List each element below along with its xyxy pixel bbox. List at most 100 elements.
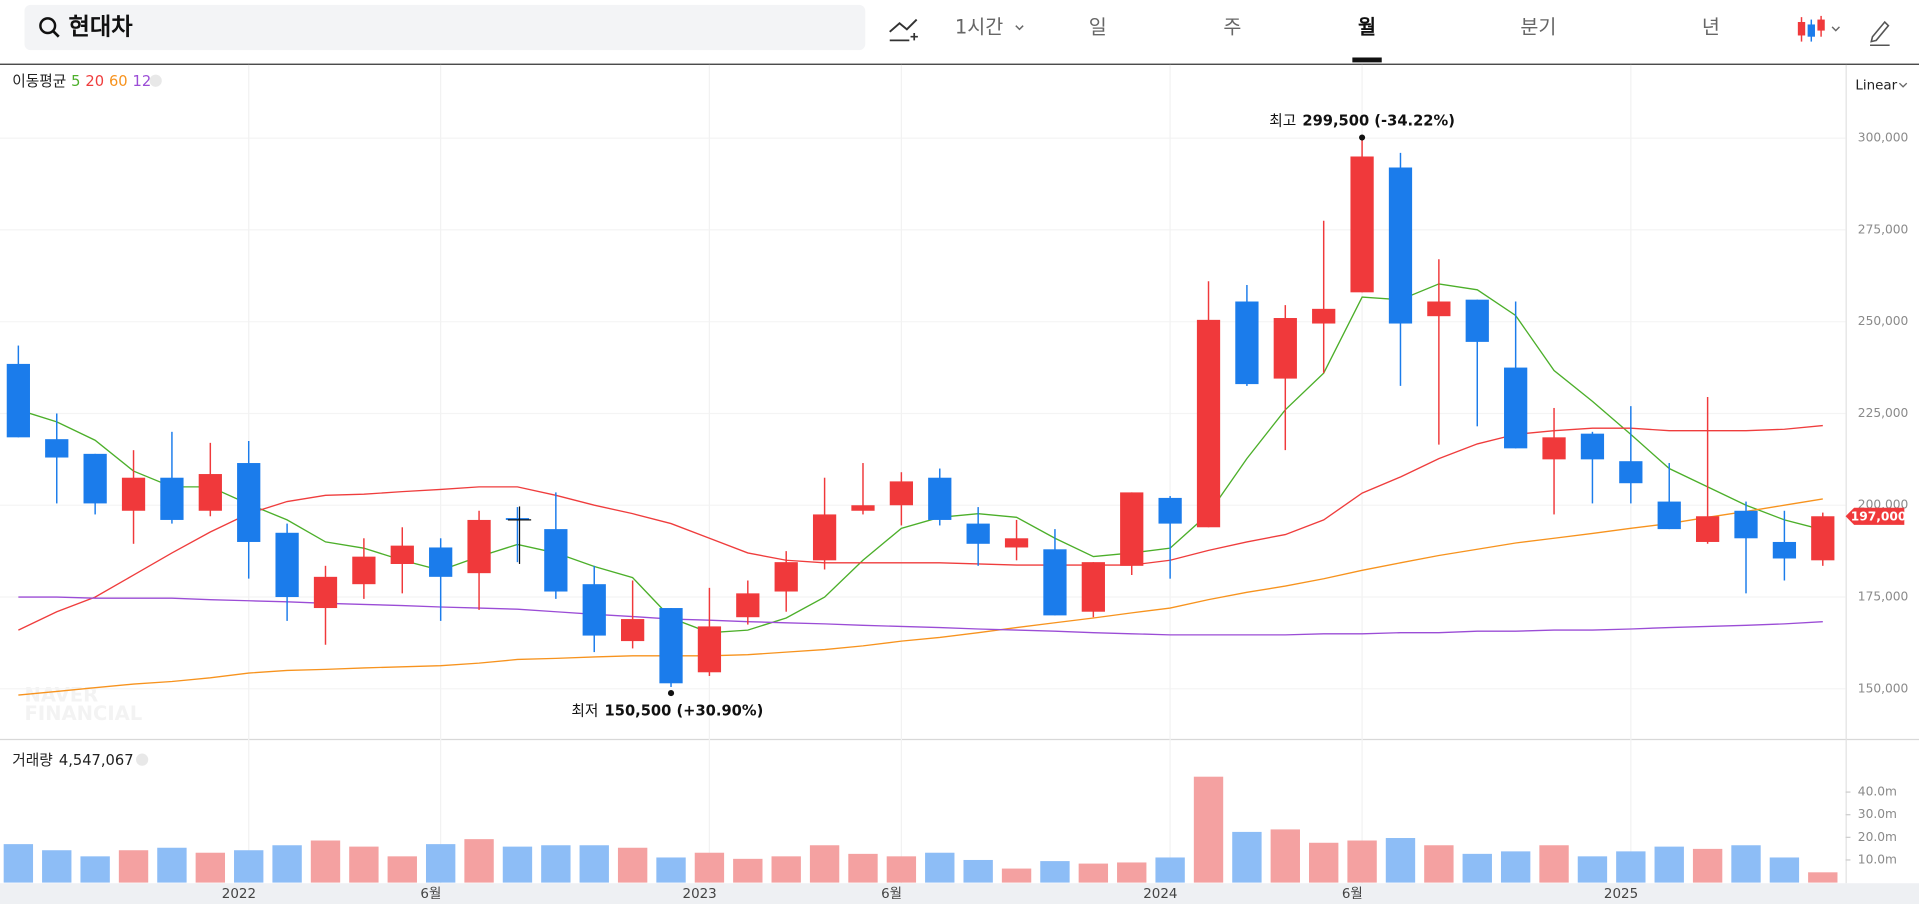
candle-body bbox=[1695, 516, 1720, 542]
volume-bar bbox=[1808, 872, 1838, 883]
scale-mode[interactable]: Linear bbox=[1855, 79, 1897, 94]
y-tick-label: 300,000 bbox=[1858, 131, 1909, 145]
x-axis-band bbox=[0, 883, 1919, 904]
candle-body bbox=[659, 608, 683, 684]
candle-body bbox=[1350, 156, 1374, 293]
draw-icon[interactable] bbox=[1870, 20, 1890, 47]
volume-bar bbox=[733, 858, 763, 883]
y-tick-label: 225,000 bbox=[1858, 406, 1909, 420]
volume-bar bbox=[310, 840, 341, 883]
candle-body bbox=[429, 547, 453, 577]
volume-bar bbox=[771, 856, 801, 883]
ma-legend-item: 5 bbox=[71, 73, 80, 90]
candle-body bbox=[237, 463, 261, 542]
indicator-icon[interactable] bbox=[889, 18, 918, 33]
volume-bar bbox=[809, 845, 840, 883]
volume-bar bbox=[656, 857, 686, 883]
candle-body bbox=[697, 626, 722, 673]
scale-chevron bbox=[1898, 82, 1908, 88]
candle-type-icon[interactable] bbox=[1797, 15, 1840, 42]
x-tick-label: 2023 bbox=[683, 887, 717, 902]
watermark-text: FINANCIAL bbox=[24, 702, 142, 725]
volume-bar bbox=[1347, 840, 1377, 883]
icon-body bbox=[1817, 19, 1825, 31]
volume-bar bbox=[1616, 851, 1646, 883]
volume-bar bbox=[118, 850, 149, 883]
interval-tab[interactable]: 분기 bbox=[1520, 16, 1556, 39]
candle-body bbox=[1427, 301, 1451, 317]
annotation-label: 최고 bbox=[1269, 113, 1296, 130]
candle-body bbox=[198, 474, 222, 511]
ma-legend-item: 20 bbox=[85, 73, 104, 90]
candle-body bbox=[352, 556, 376, 585]
volume-bar bbox=[1193, 776, 1224, 883]
candle-body bbox=[505, 518, 530, 520]
volume-bar bbox=[848, 853, 878, 883]
candle-body bbox=[1504, 367, 1528, 449]
volume-bar bbox=[1385, 838, 1416, 883]
volume-bar bbox=[579, 845, 609, 883]
x-tick-label: 6월 bbox=[420, 886, 441, 902]
volume-bar bbox=[1692, 848, 1723, 883]
volume-bar bbox=[1500, 851, 1531, 883]
low-annotation: 최저 150,500 (+30.90%) bbox=[571, 702, 763, 719]
last-price-label: 197,000 bbox=[1851, 509, 1907, 523]
volume-bar bbox=[617, 847, 648, 883]
volume-tick-label: 10.0m bbox=[1858, 852, 1897, 866]
candle-body bbox=[1273, 318, 1297, 379]
icon-body bbox=[1807, 24, 1815, 37]
candle-body bbox=[160, 477, 184, 520]
annotation-value: 299,500 (-34.22%) bbox=[1302, 113, 1455, 130]
volume-bar bbox=[80, 856, 110, 883]
volume-bar bbox=[694, 852, 725, 883]
candle-body bbox=[1235, 301, 1259, 385]
candle-body bbox=[966, 523, 990, 544]
volume-bar bbox=[1117, 862, 1147, 883]
interval-tab[interactable]: 일 bbox=[1089, 16, 1107, 39]
interval-tab[interactable]: 1시간 bbox=[955, 16, 1003, 39]
volume-legend: 거래량 4,547,067 bbox=[12, 752, 133, 769]
volume-tick-label: 40.0m bbox=[1858, 785, 1897, 799]
volume-bar bbox=[1462, 853, 1492, 883]
volume-bar bbox=[1001, 868, 1032, 883]
interval-tab[interactable]: 주 bbox=[1223, 16, 1241, 39]
volume-bar bbox=[3, 844, 34, 883]
volume-bar bbox=[1155, 857, 1185, 883]
volume-bar bbox=[1270, 829, 1300, 883]
low-marker bbox=[667, 690, 675, 697]
candle-body bbox=[1542, 437, 1566, 460]
indicator-plus bbox=[910, 33, 918, 41]
search-text[interactable]: 현대차 bbox=[69, 14, 134, 41]
volume-bar bbox=[425, 844, 456, 883]
candle-body bbox=[1619, 461, 1643, 484]
volume-tick-label: 20.0m bbox=[1858, 830, 1897, 844]
grid bbox=[0, 64, 1846, 884]
candle-body bbox=[851, 505, 875, 511]
ma-legend: 이동평균 5 20 60 120 bbox=[12, 73, 160, 90]
candle-body bbox=[582, 584, 606, 636]
volume-legend-label: 거래량 bbox=[12, 752, 53, 769]
search-box[interactable] bbox=[24, 4, 866, 51]
interval-tab[interactable]: 년 bbox=[1702, 16, 1720, 39]
volume-bar bbox=[387, 856, 417, 883]
axes: 150,000175,000200,000225,000250,000275,0… bbox=[222, 131, 1909, 903]
y-tick-label: 175,000 bbox=[1858, 590, 1909, 604]
annotation-value: 150,500 (+30.90%) bbox=[605, 702, 764, 719]
x-tick-label: 2022 bbox=[222, 887, 256, 902]
candle-body bbox=[621, 619, 645, 642]
candle-body bbox=[736, 593, 760, 618]
volume-bar bbox=[1078, 863, 1109, 883]
volume-bar bbox=[464, 839, 494, 883]
y-tick-label: 150,000 bbox=[1858, 681, 1909, 695]
legend-close[interactable] bbox=[149, 74, 162, 87]
legend-close[interactable] bbox=[136, 753, 149, 766]
volume-bar bbox=[1539, 845, 1569, 883]
interval-tab[interactable]: 월 bbox=[1358, 16, 1376, 39]
volume-bar bbox=[1232, 831, 1262, 883]
volume-bar bbox=[963, 859, 993, 883]
high-annotation: 최고 299,500 (-34.22%) bbox=[1269, 113, 1455, 130]
volume-bar bbox=[1731, 845, 1761, 883]
volume-bar bbox=[1769, 857, 1800, 883]
